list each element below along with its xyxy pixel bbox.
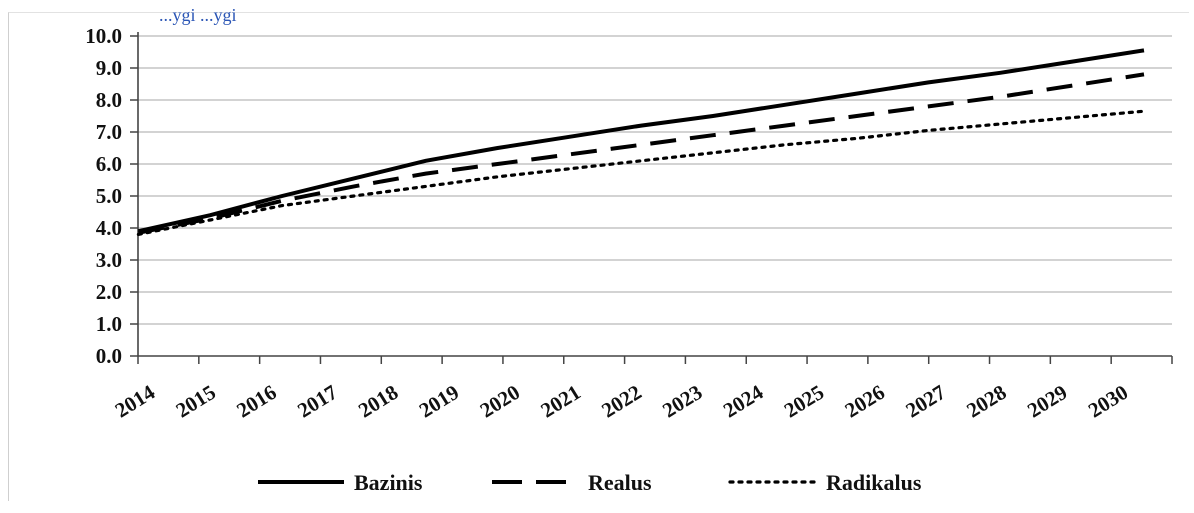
header-snippet: ...ygi ...ygi	[159, 5, 237, 25]
legend-label-bazinis: Bazinis	[354, 470, 423, 495]
y-tick-label: 6.0	[96, 152, 122, 176]
y-tick-label: 4.0	[96, 216, 122, 240]
legend-label-realus: Realus	[588, 470, 652, 495]
y-tick-label: 10.0	[85, 24, 122, 48]
y-tick-label: 1.0	[96, 312, 122, 336]
series-line-bazinis	[137, 48, 1145, 234]
series-line-realus	[138, 72, 1145, 235]
y-tick-label: 9.0	[96, 56, 122, 80]
y-tick-label: 8.0	[96, 88, 122, 112]
y-tick-label: 5.0	[96, 184, 122, 208]
y-tick-label: 7.0	[96, 120, 122, 144]
y-tick-label: 0.0	[96, 344, 122, 368]
chart-frame: ...ygi ...ygi	[8, 5, 1189, 501]
y-tick-label: 2.0	[96, 280, 122, 304]
legend-label-radikalus: Radikalus	[826, 470, 922, 495]
y-tick-label: 3.0	[96, 248, 122, 272]
series-line-radikalus	[136, 109, 1146, 236]
